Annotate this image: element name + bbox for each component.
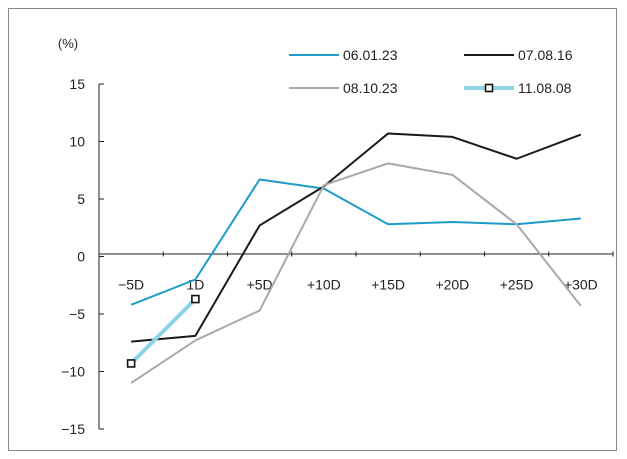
y-tick-label: 5 <box>77 191 85 207</box>
x-tick-label: −5D <box>118 277 144 293</box>
series-point-marker <box>191 294 200 304</box>
y-tick-label: −15 <box>61 421 85 437</box>
x-tick-label: +5D <box>247 277 273 293</box>
legend-label: 08.10.23 <box>343 80 398 96</box>
y-tick-label: 0 <box>77 249 85 265</box>
legend-marker <box>484 83 494 93</box>
series-line-3 <box>129 297 197 365</box>
y-tick-label: 10 <box>69 134 85 150</box>
series-line-1 <box>131 132 582 343</box>
legend-label: 11.08.08 <box>518 80 572 96</box>
x-tick-label: +15D <box>371 277 405 293</box>
chart-frame: (%) 15 10 5 0 −5 −10 −15 −5D 1D +5D +10D +15D +20D +… <box>8 8 617 451</box>
y-tick-label: 15 <box>69 76 85 92</box>
x-tick-label: +10D <box>307 277 341 293</box>
x-tick-label: +20D <box>435 277 469 293</box>
x-tick-label: +25D <box>500 277 534 293</box>
legend-label: 07.08.16 <box>518 47 573 63</box>
y-tick-label: −10 <box>61 364 85 380</box>
series-line-2 <box>130 162 582 384</box>
legend-label: 06.01.23 <box>343 47 398 63</box>
y-tick-label: −5 <box>69 306 85 322</box>
unit-label: (%) <box>58 36 78 51</box>
series-point-marker <box>126 359 136 368</box>
x-tick-label: +30D <box>564 277 598 293</box>
series-line-0 <box>130 178 581 306</box>
